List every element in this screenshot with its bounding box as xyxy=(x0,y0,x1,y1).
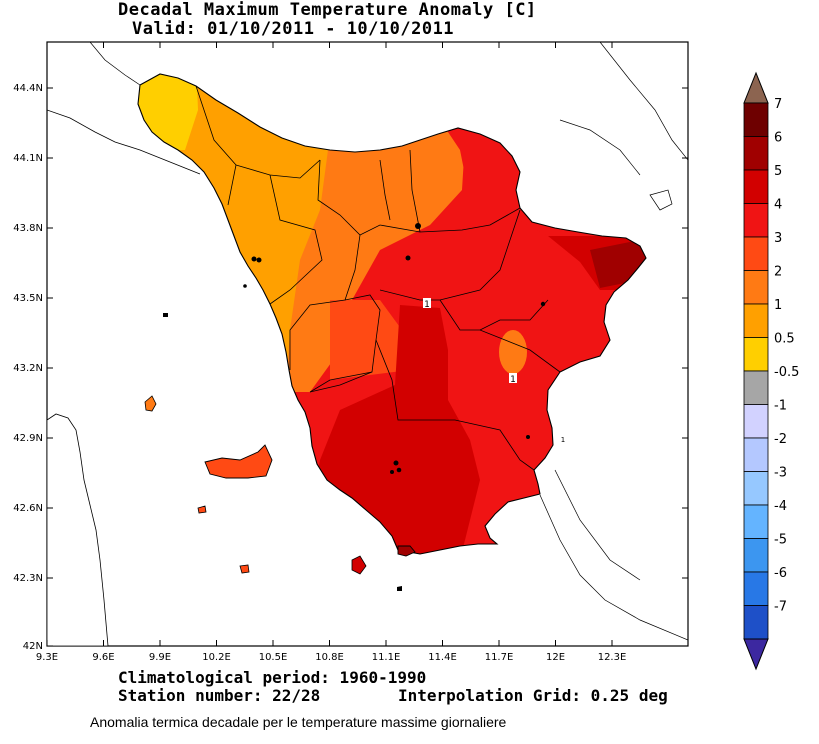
legend-label: 1 xyxy=(774,298,782,313)
climatological-period: Climatological period: 1960-1990 xyxy=(118,668,427,687)
legend-swatch xyxy=(743,504,769,539)
border-line xyxy=(89,42,141,86)
interpolation-grid: Interpolation Grid: 0.25 deg xyxy=(398,686,668,705)
lon-tick-label: 10.2E xyxy=(202,652,231,663)
legend-label: -6 xyxy=(774,566,787,581)
legend-label: 6 xyxy=(774,131,782,146)
legend-label: 2 xyxy=(774,265,782,280)
legend-swatch xyxy=(743,404,769,439)
legend-swatch xyxy=(743,236,769,271)
station-number: Station number: 22/28 xyxy=(118,686,321,705)
adriatic-coastline xyxy=(599,42,688,161)
station-marker: 1 xyxy=(509,373,517,385)
legend-label: 7 xyxy=(774,97,782,112)
legend-top-arrow xyxy=(743,71,769,104)
lon-tick-label: 10.8E xyxy=(315,652,344,663)
lat-tick-label: 43.2N xyxy=(13,363,43,374)
liguria-coastline xyxy=(47,109,201,175)
lon-tick-label: 9.6E xyxy=(92,652,114,663)
elba-island xyxy=(204,444,273,479)
lon-tick-label: 12.3E xyxy=(598,652,627,663)
svg-text:1: 1 xyxy=(510,375,516,385)
legend-swatch xyxy=(743,136,769,171)
lon-tick-label: 11.7E xyxy=(485,652,514,663)
lake xyxy=(649,189,673,211)
legend-label: -5 xyxy=(774,533,787,548)
capraia-island xyxy=(144,395,157,412)
legend-label: -7 xyxy=(774,600,787,615)
lon-tick-label: 9.9E xyxy=(149,652,171,663)
lat-tick-label: 42.6N xyxy=(13,503,43,514)
figure-caption: Anomalia termica decadale per le tempera… xyxy=(90,714,507,730)
lon-tick-label: 10.5E xyxy=(259,652,288,663)
legend-swatch xyxy=(743,571,769,606)
station-marker: 1 xyxy=(560,436,566,444)
border-line xyxy=(554,469,641,581)
lazio-coastline xyxy=(539,494,688,641)
legend-swatch xyxy=(743,303,769,338)
legend-swatch xyxy=(743,437,769,472)
legend-swatch xyxy=(743,471,769,506)
legend-swatch xyxy=(743,270,769,305)
lat-tick-label: 42.3N xyxy=(13,573,43,584)
legend-swatch xyxy=(743,169,769,204)
lon-tick-label: 9.3E xyxy=(36,652,58,663)
lat-tick-label: 42.9N xyxy=(13,433,43,444)
giannutri-island xyxy=(397,586,402,591)
svg-text:1: 1 xyxy=(561,436,565,444)
small-island xyxy=(197,505,207,514)
tuscany-outline xyxy=(137,73,647,555)
giglio-island xyxy=(351,555,367,575)
station-marker: 1 xyxy=(423,298,431,310)
lat-tick-label: 43.8N xyxy=(13,223,43,234)
legend-label: 4 xyxy=(774,198,782,213)
pianosa-island xyxy=(239,564,250,574)
legend-swatch xyxy=(743,370,769,405)
lat-tick-label: 44.4N xyxy=(13,83,43,94)
legend-label: -1 xyxy=(774,399,787,414)
lon-tick-label: 11.1E xyxy=(372,652,401,663)
map-subtitle: Valid: 01/10/2011 - 10/10/2011 xyxy=(132,19,455,39)
station-dots xyxy=(243,223,546,474)
legend-label: -2 xyxy=(774,432,787,447)
legend-swatch xyxy=(743,337,769,372)
corsica-island xyxy=(47,413,109,646)
lon-tick-label: 11.4E xyxy=(428,652,457,663)
legend-label: -4 xyxy=(774,499,787,514)
legend-label: -0.5 xyxy=(774,365,799,380)
province-borders xyxy=(195,85,561,471)
color-legend: 7 6 5 4 3 2 1 0.5 -0.5 -1 -2 -3 -4 -5 -6 -7 xyxy=(743,71,799,671)
legend-swatch xyxy=(743,203,769,238)
gorgona-island xyxy=(163,313,168,317)
border-line xyxy=(559,119,641,176)
legend-label: 0.5 xyxy=(774,332,795,347)
legend-swatch xyxy=(743,538,769,573)
legend-swatch xyxy=(743,102,769,137)
svg-text:1: 1 xyxy=(424,300,430,310)
argentario-promontory xyxy=(397,545,416,557)
lat-tick-label: 42N xyxy=(23,641,43,652)
legend-label: 5 xyxy=(774,164,782,179)
legend-bottom-arrow xyxy=(743,638,769,671)
lon-tick-label: 12E xyxy=(546,652,565,663)
lat-tick-label: 43.5N xyxy=(13,293,43,304)
lat-tick-label: 44.1N xyxy=(13,153,43,164)
legend-label: 3 xyxy=(774,231,782,246)
legend-label: -3 xyxy=(774,466,787,481)
map-title: Decadal Maximum Temperature Anomaly [C] xyxy=(118,0,537,20)
legend-swatch xyxy=(743,605,769,640)
latitude-axis: 44.4N 44.1N 43.8N 43.5N 43.2N 42.9N 42.6N 42.3N… xyxy=(13,83,688,652)
longitude-axis: 9.3E 9.6E 9.9E 10.2E 10.5E 10.8E 11.1E 11.4E 11.… xyxy=(36,42,626,663)
